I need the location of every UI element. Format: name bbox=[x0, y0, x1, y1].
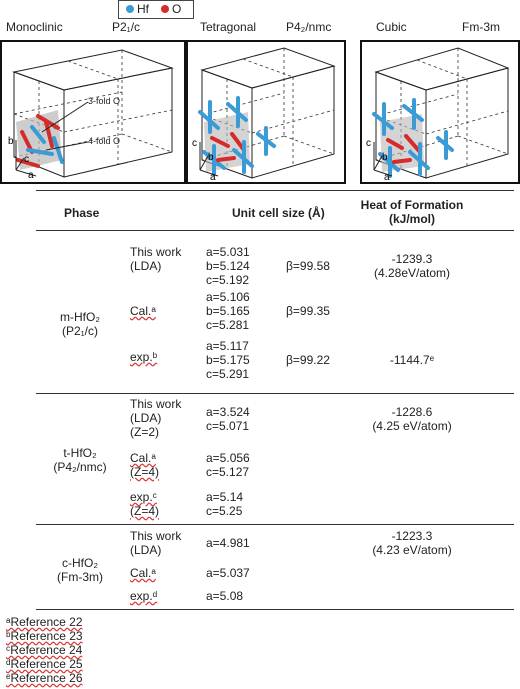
axis-b-label: b bbox=[8, 136, 14, 147]
cubic-structure-panel: c b a bbox=[360, 40, 520, 184]
method-this-work: This work (LDA) (Z=2) bbox=[130, 397, 182, 439]
reference-item: ᵇReference 23 bbox=[6, 629, 83, 643]
method-this-work: This work (LDA) bbox=[130, 245, 182, 273]
method-cal-ref: Cal.ᵃ bbox=[130, 566, 156, 580]
cell-values: a=5.08 bbox=[206, 589, 244, 603]
hf-legend-label: Hf bbox=[137, 2, 149, 16]
axis-c-label: c bbox=[192, 138, 197, 149]
beta-value: β=99.58 bbox=[286, 259, 330, 273]
heat-value: -1228.6 (4.25 eV/atom) bbox=[372, 405, 452, 433]
cell-values: a=5.031 b=5.124 c=5.192 bbox=[206, 245, 250, 287]
heat-value: -1223.3 (4.23 eV/atom) bbox=[372, 529, 452, 557]
reference-item: ᶜReference 24 bbox=[6, 643, 83, 657]
o-legend-label: O bbox=[172, 2, 182, 16]
hf-atom-icon bbox=[126, 5, 134, 13]
cell-values: a=5.14 c=5.25 bbox=[206, 490, 244, 518]
o-atom-icon bbox=[161, 5, 169, 13]
phase-c-hfo2: c-HfO₂ (Fm-3m) bbox=[57, 556, 103, 584]
axis-a-label: a bbox=[210, 172, 216, 182]
reference-list: ᵃReference 22 ᵇReference 23 ᶜReference 2… bbox=[6, 615, 83, 685]
method-exp-ref: exp.ᵈ bbox=[130, 589, 158, 603]
atom-legend: Hf O bbox=[118, 0, 194, 19]
cell-values: a=5.106 b=5.165 c=5.281 bbox=[206, 290, 250, 332]
header-phase: Phase bbox=[64, 206, 100, 220]
tetragonal-structure-illustration: c b a bbox=[192, 47, 336, 182]
cell-values: a=5.117 b=5.175 c=5.291 bbox=[206, 339, 250, 381]
heat-value: -1239.3 (4.28eV/atom) bbox=[373, 252, 451, 280]
cubic-structure-illustration: c b a bbox=[366, 47, 510, 182]
table-bottom-rule bbox=[36, 609, 514, 610]
beta-value: β=99.22 bbox=[286, 353, 330, 367]
header-heat-of-formation: Heat of Formation (kJ/mol) bbox=[360, 198, 464, 226]
group-rule bbox=[36, 393, 514, 394]
monoclinic-structure-illustration: 3-fold O 4-fold O b c a bbox=[8, 49, 174, 181]
phase-m-hfo2: m-HfO₂ (P2₁/c) bbox=[60, 310, 100, 338]
reference-item: ᵈReference 25 bbox=[6, 657, 83, 671]
axis-c-label: c bbox=[366, 138, 371, 149]
phase-t-hfo2: t-HfO₂ (P4₂/nmc) bbox=[53, 446, 107, 474]
reference-item: ᵉReference 26 bbox=[6, 671, 83, 685]
cell-values: a=3.524 c=5.071 bbox=[206, 405, 250, 433]
table-top-rule bbox=[36, 190, 514, 191]
group-rule bbox=[36, 524, 514, 525]
axis-b-label: b bbox=[208, 152, 214, 163]
cell-values: a=5.056 c=5.127 bbox=[206, 451, 250, 479]
cell-values: a=4.981 bbox=[206, 536, 250, 550]
header-unit-cell: Unit cell size (Å) bbox=[232, 206, 325, 220]
method-cal-ref: Cal.ᵃ bbox=[130, 304, 156, 318]
beta-value: β=99.35 bbox=[286, 304, 330, 318]
monoclinic-title: Monoclinic bbox=[6, 20, 63, 34]
monoclinic-structure-panel: 3-fold O 4-fold O b c a bbox=[0, 40, 186, 184]
heat-value: -1144.7ᵉ bbox=[389, 353, 435, 367]
axis-a-label: a bbox=[384, 172, 390, 182]
header-rule bbox=[36, 230, 514, 231]
method-cal-ref: Cal.ᵃ (Z=4) bbox=[130, 451, 160, 479]
method-exp-ref: exp.ᵇ bbox=[130, 350, 158, 364]
four-fold-o-label: 4-fold O bbox=[88, 136, 120, 146]
cell-values: a=5.037 bbox=[206, 566, 250, 580]
tetragonal-structure-panel: c b a bbox=[186, 40, 346, 184]
reference-item: ᵃReference 22 bbox=[6, 615, 83, 629]
monoclinic-space-group: P2₁/c bbox=[112, 20, 141, 34]
tetragonal-title: Tetragonal bbox=[200, 20, 257, 34]
method-exp-ref: exp.ᶜ (Z=4) bbox=[130, 490, 160, 518]
method-this-work: This work (LDA) bbox=[130, 529, 182, 557]
three-fold-o-label: 3-fold O bbox=[88, 96, 120, 106]
cubic-space-group: Fm-3m bbox=[462, 20, 500, 34]
cubic-title: Cubic bbox=[376, 20, 407, 34]
tetragonal-space-group: P4₂/nmc bbox=[286, 20, 332, 34]
axis-c-label: c bbox=[24, 154, 29, 165]
axis-a-label: a bbox=[28, 170, 34, 181]
axis-b-label: b bbox=[382, 152, 388, 163]
